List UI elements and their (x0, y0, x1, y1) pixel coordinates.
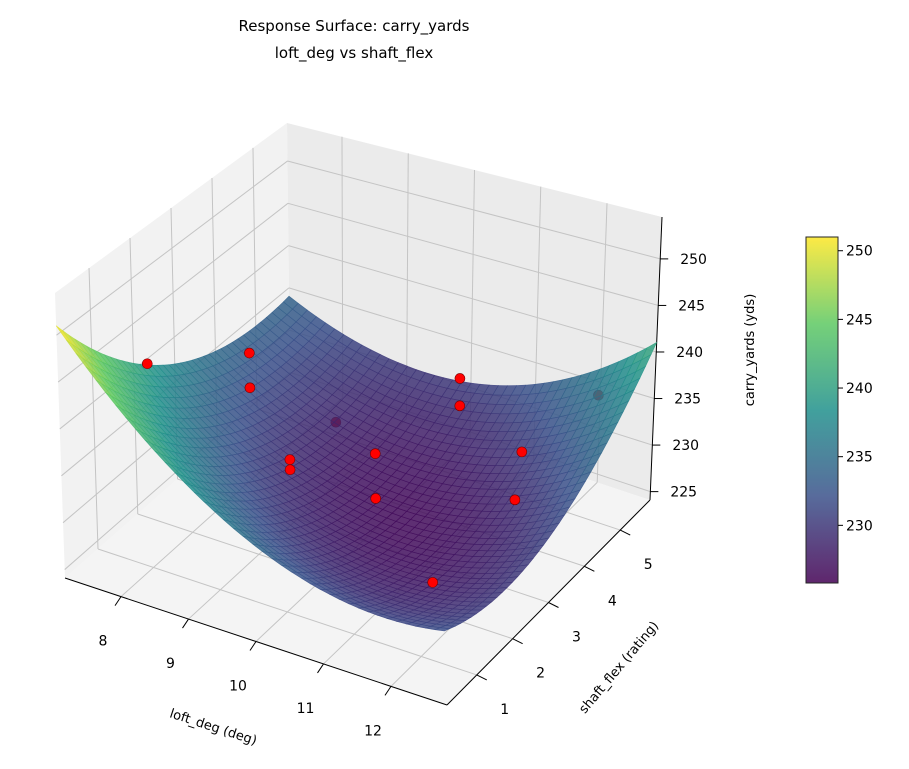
data-point (284, 464, 296, 476)
data-point (427, 577, 438, 588)
z-tick-label: 225 (670, 485, 697, 501)
y-tick-label: 4 (608, 593, 617, 609)
x-tick-label: 10 (229, 679, 247, 695)
x-axis-line (64, 577, 448, 706)
y-tick (584, 565, 595, 572)
data-point (516, 446, 528, 458)
z-tick-label: 240 (676, 345, 703, 361)
y-gridline (97, 548, 477, 676)
colorbar-tick-label: 230 (846, 518, 873, 534)
surface-cell (434, 627, 450, 632)
y-tick-label: 5 (644, 557, 653, 573)
data-point (244, 347, 255, 359)
y-tick (512, 638, 523, 645)
colorbar-tick-label: 245 (846, 312, 873, 328)
y-tick-label: 2 (536, 666, 545, 682)
z-tick-label: 230 (672, 438, 699, 454)
colorbar-tick-label: 235 (846, 450, 873, 466)
colorbar-tick-label: 240 (846, 381, 873, 397)
points-above-surface (141, 347, 528, 588)
x-tick (249, 641, 257, 651)
x-tick-label: 8 (99, 634, 108, 650)
z-axis-label: carry_yards (yds) (743, 294, 758, 407)
y-axis-label: shaft_flex (rating) (576, 619, 662, 717)
y-tick (548, 602, 559, 608)
x-tick (384, 686, 392, 696)
y-tick-label: 1 (500, 702, 509, 718)
y-tick (620, 529, 631, 536)
data-point (370, 493, 381, 504)
chart-title-line-2: loft_deg vs shaft_flex (275, 44, 434, 63)
z-axis-line (649, 216, 663, 501)
z-tick-label: 235 (674, 392, 701, 408)
left-pane (55, 123, 290, 578)
colorbar-tick-label: 250 (846, 244, 873, 260)
data-point (509, 494, 521, 506)
z-tick-label: 250 (680, 252, 707, 268)
x-tick (182, 618, 189, 629)
data-point (244, 382, 256, 394)
colorbar-gradient (805, 236, 839, 584)
x-tick-label: 12 (364, 723, 382, 739)
x-tick-label: 11 (297, 701, 315, 717)
data-point (141, 358, 153, 370)
data-point (454, 400, 466, 412)
surface (55, 295, 658, 632)
x-tick (317, 663, 324, 674)
x-axis-label: loft_deg (deg) (168, 707, 259, 749)
z-tick-label: 245 (678, 298, 705, 314)
y-tick (476, 674, 487, 681)
x-tick-label: 9 (166, 656, 175, 672)
y-tick-label: 3 (572, 630, 581, 646)
data-point (369, 448, 381, 459)
data-point (284, 454, 296, 465)
x-tick (114, 596, 122, 606)
colorbar: 230 235 240 245 250 (805, 236, 873, 584)
chart-title-line-1: Response Surface: carry_yards (239, 17, 470, 36)
y-gridline (88, 268, 99, 549)
data-point (454, 373, 466, 384)
